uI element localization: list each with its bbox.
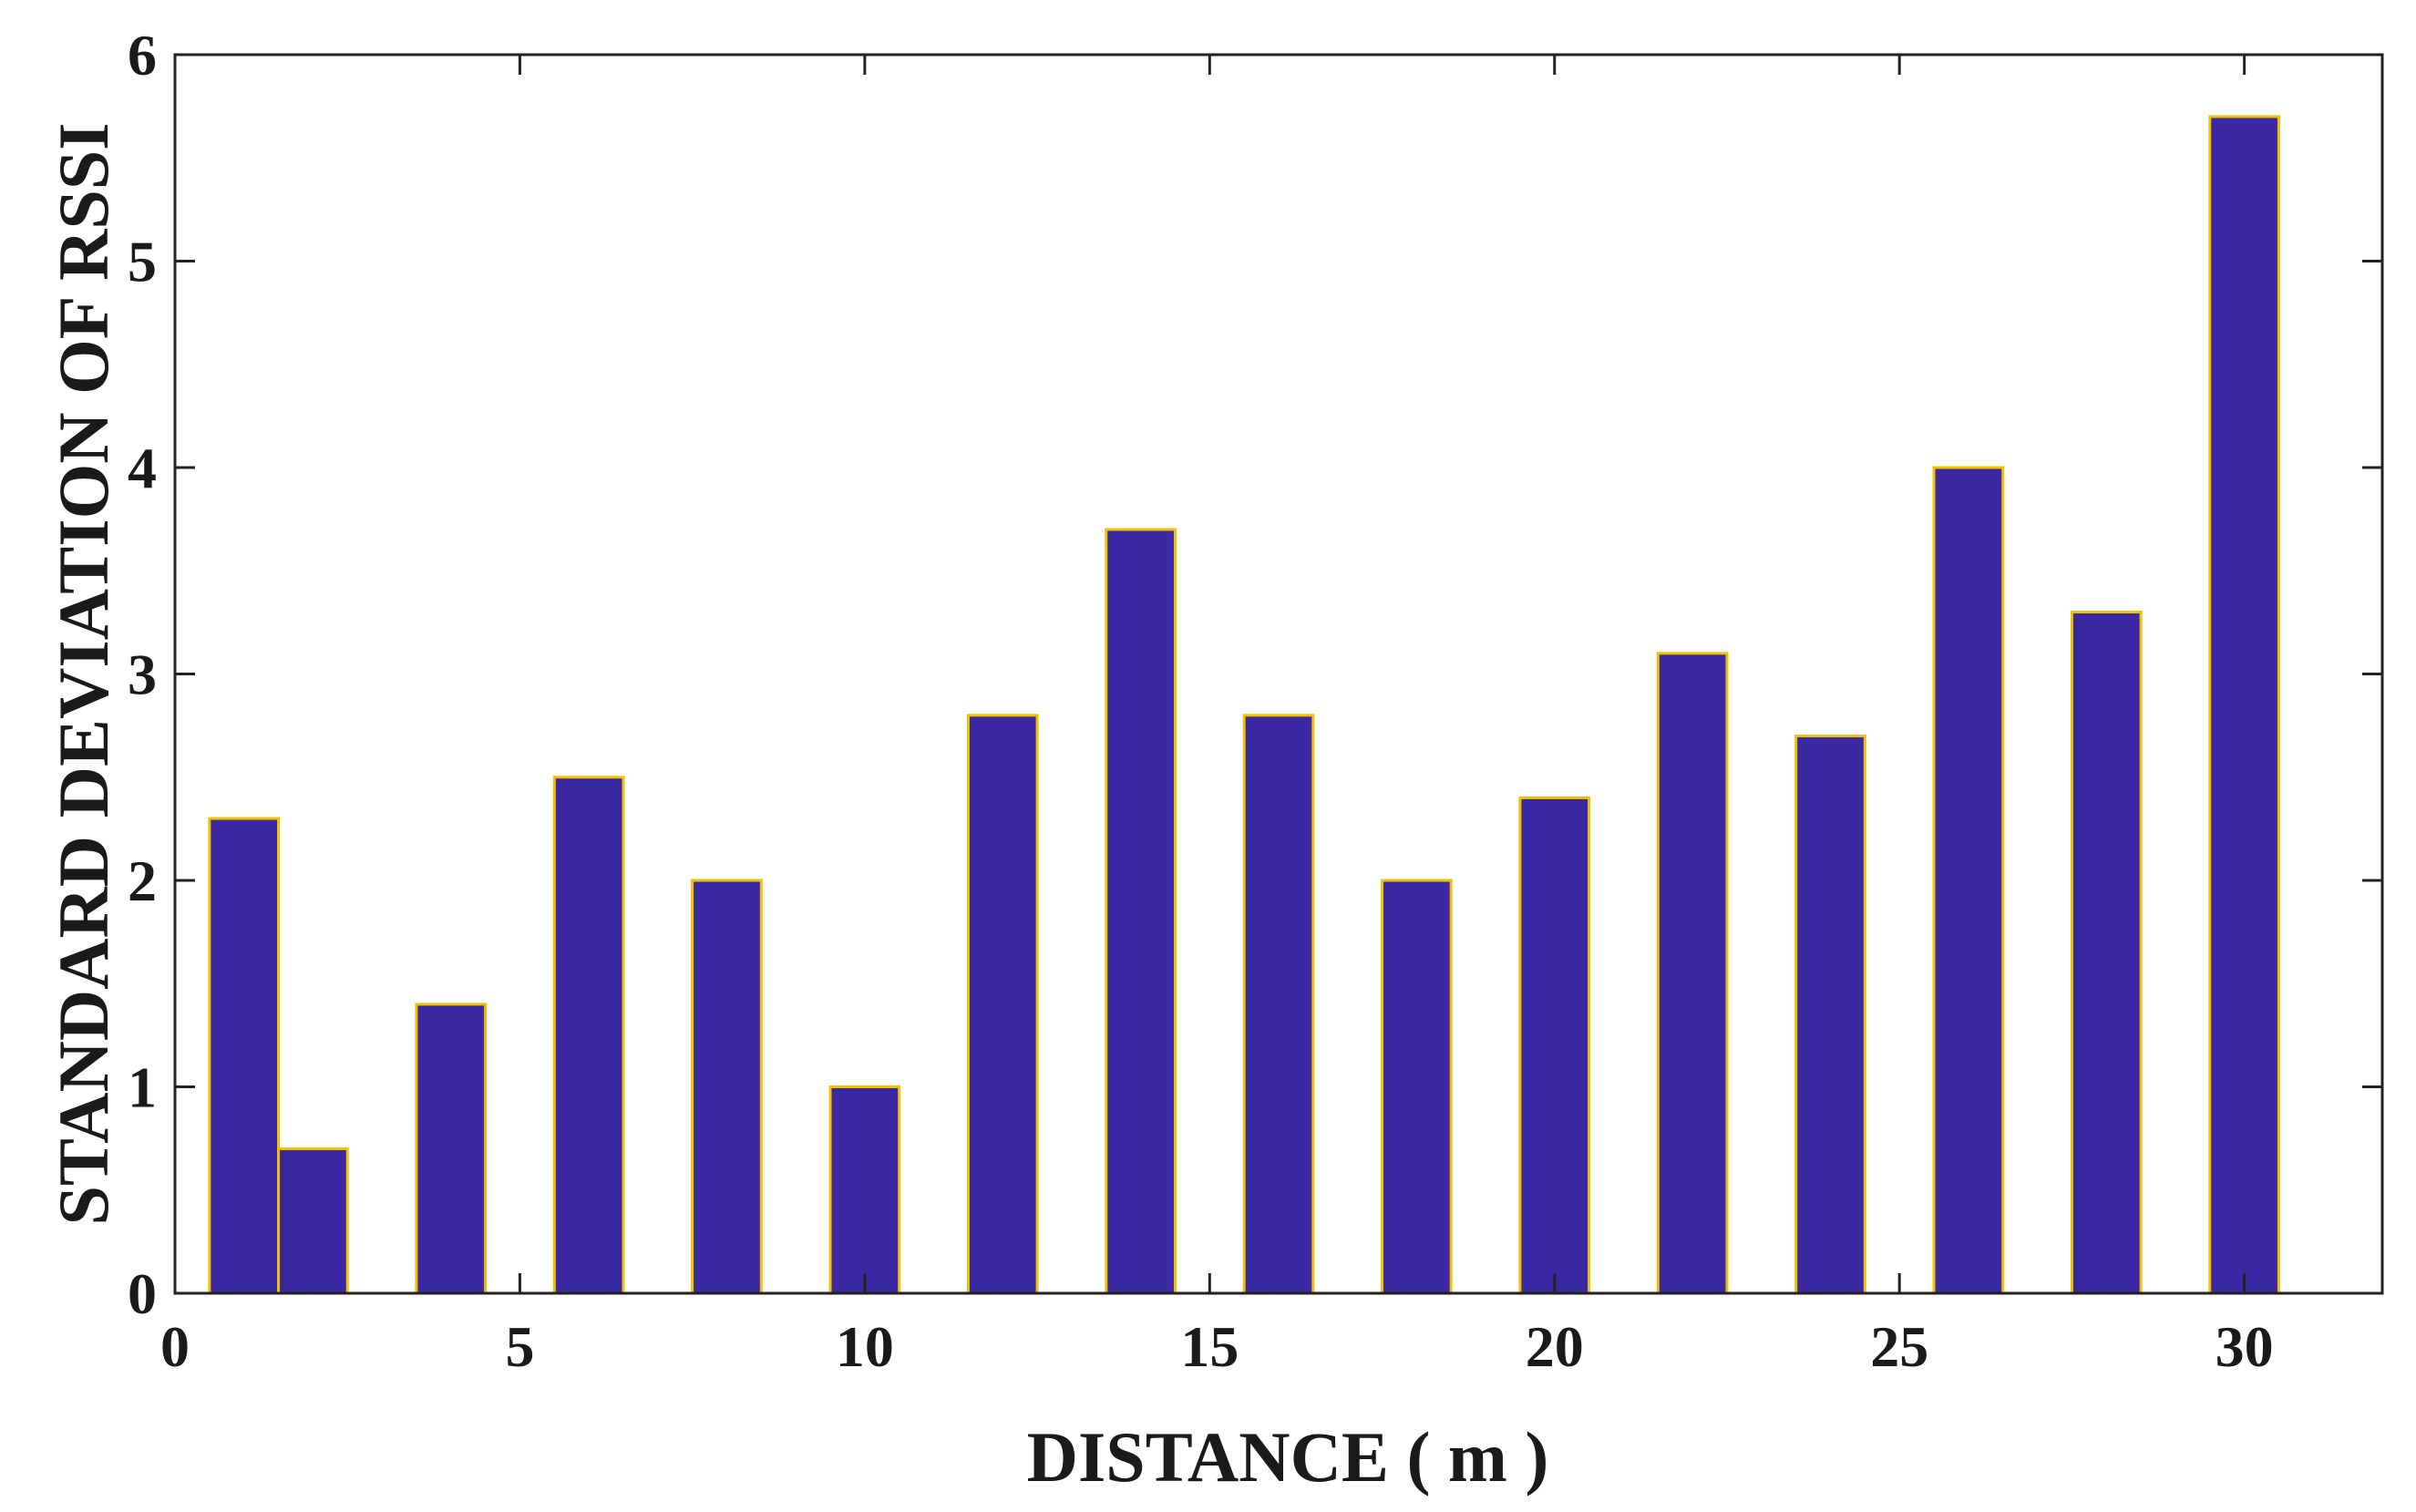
bar-6 (552, 776, 625, 1295)
y-tick-labels: 0 1 2 3 4 5 6 (128, 23, 157, 1326)
x-axis-title: DISTANCE ( m ) (1027, 1417, 1549, 1497)
y-tick-label-1: 1 (128, 1055, 157, 1120)
bar-1 (208, 817, 281, 1295)
bar-28 (2070, 611, 2143, 1295)
x-tick-label-5: 5 (505, 1314, 534, 1379)
bar-26 (1932, 466, 2005, 1295)
bar-16 (1242, 714, 1315, 1295)
x-tick-label-25: 25 (1870, 1314, 1928, 1379)
bar-18 (1381, 879, 1453, 1295)
bar-10 (828, 1085, 901, 1295)
y-tick-label-2: 2 (128, 849, 157, 913)
bar-12 (966, 714, 1039, 1295)
bars-group (208, 115, 2280, 1295)
x-tick-label-10: 10 (836, 1314, 894, 1379)
bar-30 (2208, 115, 2280, 1295)
bar-8 (691, 879, 763, 1295)
y-axis-title: STANDARD DEVIATION OF RSSI (44, 123, 123, 1226)
x-tick-label-20: 20 (1526, 1314, 1584, 1379)
x-tick-labels: 0 5 10 15 20 25 30 (160, 1314, 2274, 1379)
bar-2 (277, 1147, 349, 1295)
ticks-group (173, 53, 2382, 1295)
y-tick-label-6: 6 (128, 23, 157, 87)
y-tick-label-5: 5 (128, 230, 157, 294)
bar-4 (415, 1003, 488, 1295)
bar-14 (1105, 528, 1177, 1295)
x-tick-label-15: 15 (1180, 1314, 1239, 1379)
y-tick-label-4: 4 (128, 436, 157, 500)
y-tick-label-3: 3 (128, 643, 157, 707)
bar-20 (1518, 796, 1591, 1295)
y-tick-label-0: 0 (128, 1261, 157, 1326)
x-tick-label-0: 0 (160, 1314, 190, 1379)
bar-22 (1656, 652, 1729, 1295)
x-tick-label-30: 30 (2216, 1314, 2274, 1379)
bar-24 (1794, 734, 1866, 1295)
